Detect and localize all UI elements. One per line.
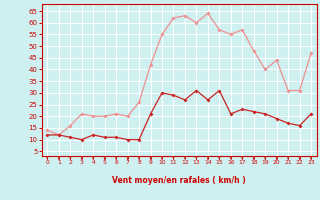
X-axis label: Vent moyen/en rafales ( km/h ): Vent moyen/en rafales ( km/h ) <box>112 176 246 185</box>
